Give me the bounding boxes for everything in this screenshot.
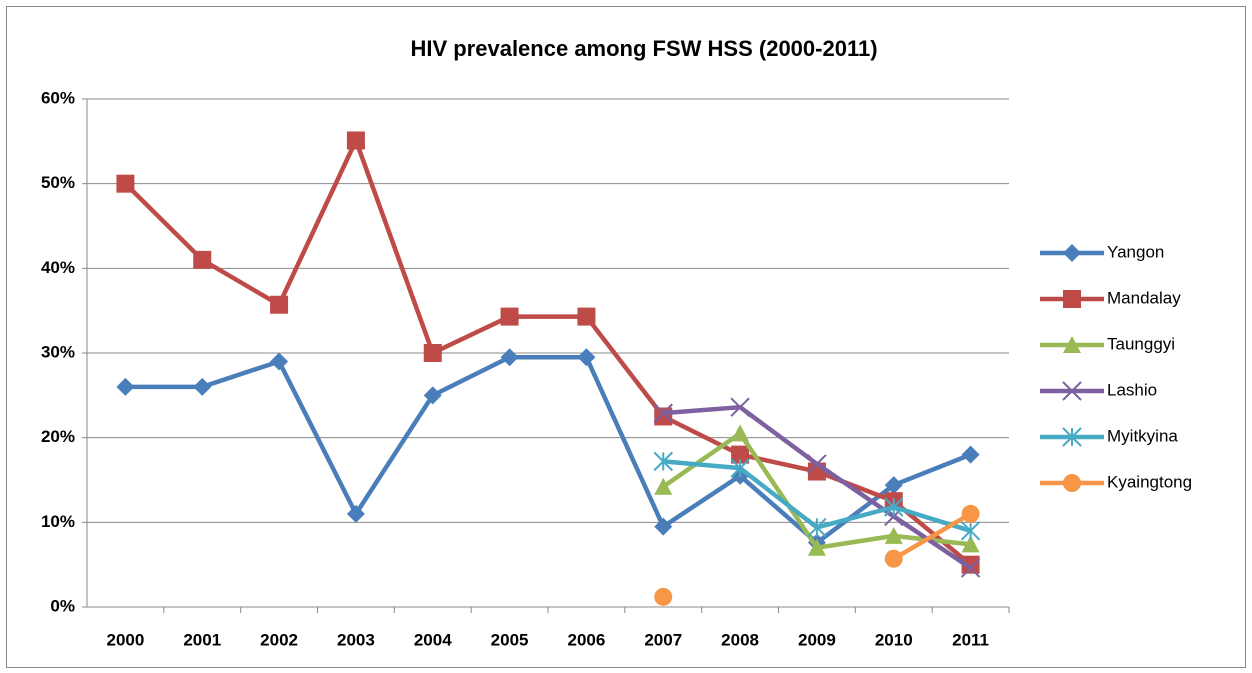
data-point xyxy=(731,445,750,464)
legend-marker xyxy=(1062,427,1082,447)
data-point xyxy=(730,458,750,478)
y-tick-label: 50% xyxy=(41,173,75,192)
data-point xyxy=(807,517,827,538)
data-point xyxy=(116,174,135,193)
data-point xyxy=(193,250,212,269)
data-point xyxy=(884,476,903,495)
data-point xyxy=(653,403,673,423)
data-point xyxy=(270,295,289,314)
data-point xyxy=(961,535,980,553)
data-point xyxy=(807,454,827,474)
data-point xyxy=(116,377,135,396)
data-point xyxy=(884,497,904,517)
legend-label: Yangon xyxy=(1107,242,1164,261)
x-tick-label: 2008 xyxy=(721,630,759,649)
data-point xyxy=(270,352,289,371)
data-point xyxy=(961,555,980,574)
legend-label: Myitkyina xyxy=(1107,426,1178,445)
data-point xyxy=(193,377,212,396)
chart-border xyxy=(6,6,1246,668)
legend-marker xyxy=(1062,381,1082,401)
data-point xyxy=(577,307,596,326)
data-point xyxy=(500,307,519,326)
x-tick-label: 2004 xyxy=(414,630,452,649)
legend-label: Mandalay xyxy=(1107,288,1181,307)
data-point xyxy=(960,521,981,541)
data-point xyxy=(500,348,519,367)
x-tick-label: 2002 xyxy=(260,630,298,649)
data-point xyxy=(654,407,673,426)
legend-marker xyxy=(1063,244,1081,262)
chart-title: HIV prevalence among FSW HSS (2000-2011) xyxy=(410,36,877,61)
legend-marker xyxy=(1063,336,1081,353)
data-point xyxy=(731,424,750,442)
y-tick-label: 20% xyxy=(41,427,75,446)
x-tick-label: 2000 xyxy=(107,630,145,649)
x-tick-label: 2001 xyxy=(183,630,221,649)
legend-label: Taunggyi xyxy=(1107,334,1175,353)
y-tick-label: 0% xyxy=(50,596,75,615)
series-line xyxy=(892,511,972,561)
y-tick-label: 60% xyxy=(41,88,75,107)
data-point xyxy=(346,504,365,523)
data-point xyxy=(884,526,903,544)
data-point xyxy=(653,451,673,472)
series-line xyxy=(123,138,973,567)
data-point xyxy=(884,549,903,568)
data-point xyxy=(423,344,442,362)
data-point xyxy=(654,517,673,536)
data-point xyxy=(423,386,442,405)
data-point xyxy=(807,538,826,556)
y-tick-label: 30% xyxy=(41,342,75,361)
data-point xyxy=(960,558,981,578)
legend-label: Lashio xyxy=(1107,380,1157,399)
legend-marker xyxy=(1063,290,1081,308)
data-point xyxy=(346,131,365,150)
x-tick-label: 2005 xyxy=(491,630,529,649)
x-tick-label: 2006 xyxy=(568,630,606,649)
legend-label: Kyaingtong xyxy=(1107,472,1192,491)
x-tick-label: 2011 xyxy=(952,630,989,649)
legend-marker xyxy=(1063,474,1081,492)
y-tick-label: 40% xyxy=(41,258,75,277)
data-point xyxy=(654,587,673,606)
x-tick-label: 2007 xyxy=(644,630,682,649)
data-point xyxy=(961,504,980,523)
x-tick-label: 2003 xyxy=(337,630,375,649)
data-point xyxy=(654,477,673,495)
data-point xyxy=(961,445,980,464)
x-tick-label: 2009 xyxy=(798,630,836,649)
data-point xyxy=(730,397,750,417)
x-tick-label: 2010 xyxy=(875,630,913,649)
data-point xyxy=(577,348,596,367)
series-line xyxy=(125,354,972,545)
y-tick-label: 10% xyxy=(41,512,75,531)
